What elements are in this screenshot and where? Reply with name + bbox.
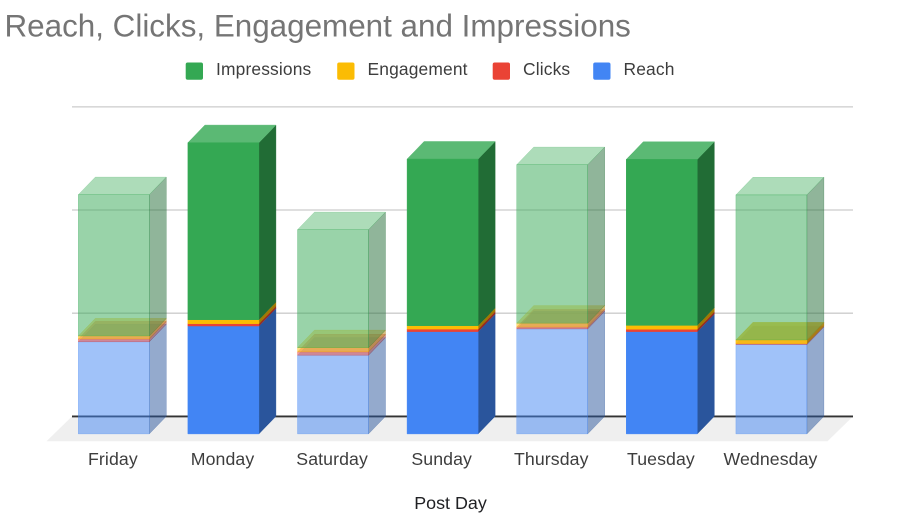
svg-text:Sunday: Sunday xyxy=(411,449,472,469)
svg-text:Reach: Reach xyxy=(624,59,675,79)
svg-text:Engagement: Engagement xyxy=(368,59,468,79)
svg-text:Clicks: Clicks xyxy=(523,59,570,79)
svg-text:Thursday: Thursday xyxy=(514,449,589,469)
svg-text:Impressions: Impressions xyxy=(216,59,312,79)
svg-text:Friday: Friday xyxy=(88,449,138,469)
svg-text:Monday: Monday xyxy=(191,449,255,469)
svg-text:Reach, Clicks, Engagement and: Reach, Clicks, Engagement and Impression… xyxy=(5,9,631,44)
svg-text:Tuesday: Tuesday xyxy=(627,449,695,469)
svg-text:Wednesday: Wednesday xyxy=(724,449,818,469)
svg-text:Saturday: Saturday xyxy=(296,449,368,469)
svg-text:Post Day: Post Day xyxy=(414,493,487,513)
